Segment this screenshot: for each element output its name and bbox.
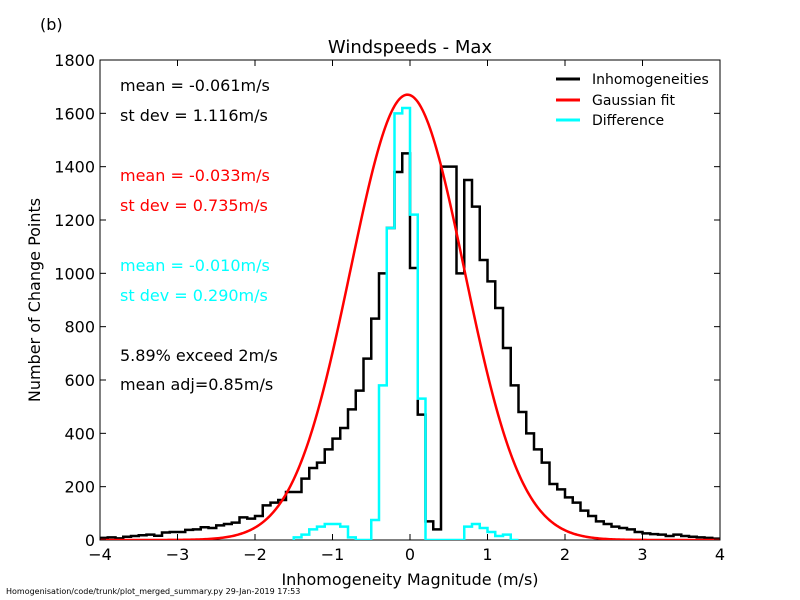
annotation-text: mean = -0.033m/s (120, 166, 270, 185)
x-tick-label: −4 (88, 545, 112, 564)
y-tick-label: 0 (85, 531, 95, 550)
y-tick-label: 200 (64, 478, 95, 497)
axis-ticks: −4 −3 −2 −1 0 1 2 3 4 0 200 400 600 800 1000 1200 1400 16… (54, 51, 725, 564)
y-tick-label: 600 (64, 371, 95, 390)
panel-label: (b) (40, 15, 63, 34)
x-tick-label: 1 (482, 545, 492, 564)
x-tick-label: −1 (321, 545, 345, 564)
legend-label-gaussian-fit: Gaussian fit (592, 93, 675, 109)
annotation-text: st dev = 1.116m/s (120, 106, 268, 125)
x-tick-label: 0 (405, 545, 415, 564)
x-tick-label: 3 (637, 545, 647, 564)
x-tick-label: 2 (560, 545, 570, 564)
y-tick-label: 1000 (54, 264, 95, 283)
annotation-text: mean = -0.010m/s (120, 256, 270, 275)
y-tick-label: 1600 (54, 104, 95, 123)
x-axis-label: Inhomogeneity Magnitude (m/s) (281, 570, 538, 589)
annotation-text: st dev = 0.735m/s (120, 196, 268, 215)
annotation-text: mean = -0.061m/s (120, 76, 270, 95)
legend-label-difference: Difference (592, 113, 664, 129)
series-layer (100, 93, 720, 540)
series-difference (292, 106, 519, 540)
x-tick-label: 4 (715, 545, 725, 564)
annotation-text: 5.89% exceed 2m/s (120, 346, 278, 365)
series-gaussian-fit (100, 93, 720, 540)
annotations: mean = -0.061m/s st dev = 1.116m/s mean = … (120, 76, 278, 394)
x-tick-label: −3 (166, 545, 190, 564)
y-tick-label: 1800 (54, 51, 95, 70)
y-tick-label: 800 (64, 318, 95, 337)
legend-label-inhomogeneities: Inhomogeneities (592, 72, 709, 88)
x-tick-label: −2 (243, 545, 267, 564)
annotation-text: mean adj=0.85m/s (120, 375, 273, 394)
series-inhomogeneities (100, 152, 720, 540)
y-tick-label: 1200 (54, 211, 95, 230)
y-tick-label: 400 (64, 424, 95, 443)
annotation-text: st dev = 0.290m/s (120, 286, 268, 305)
y-tick-label: 1400 (54, 158, 95, 177)
legend: Inhomogeneities Gaussian fit Difference (556, 72, 709, 129)
y-axis-label: Number of Change Points (25, 198, 44, 402)
footer-text: Homogenisation/code/trunk/plot_merged_su… (6, 587, 300, 596)
chart-title: Windspeeds - Max (328, 37, 492, 58)
